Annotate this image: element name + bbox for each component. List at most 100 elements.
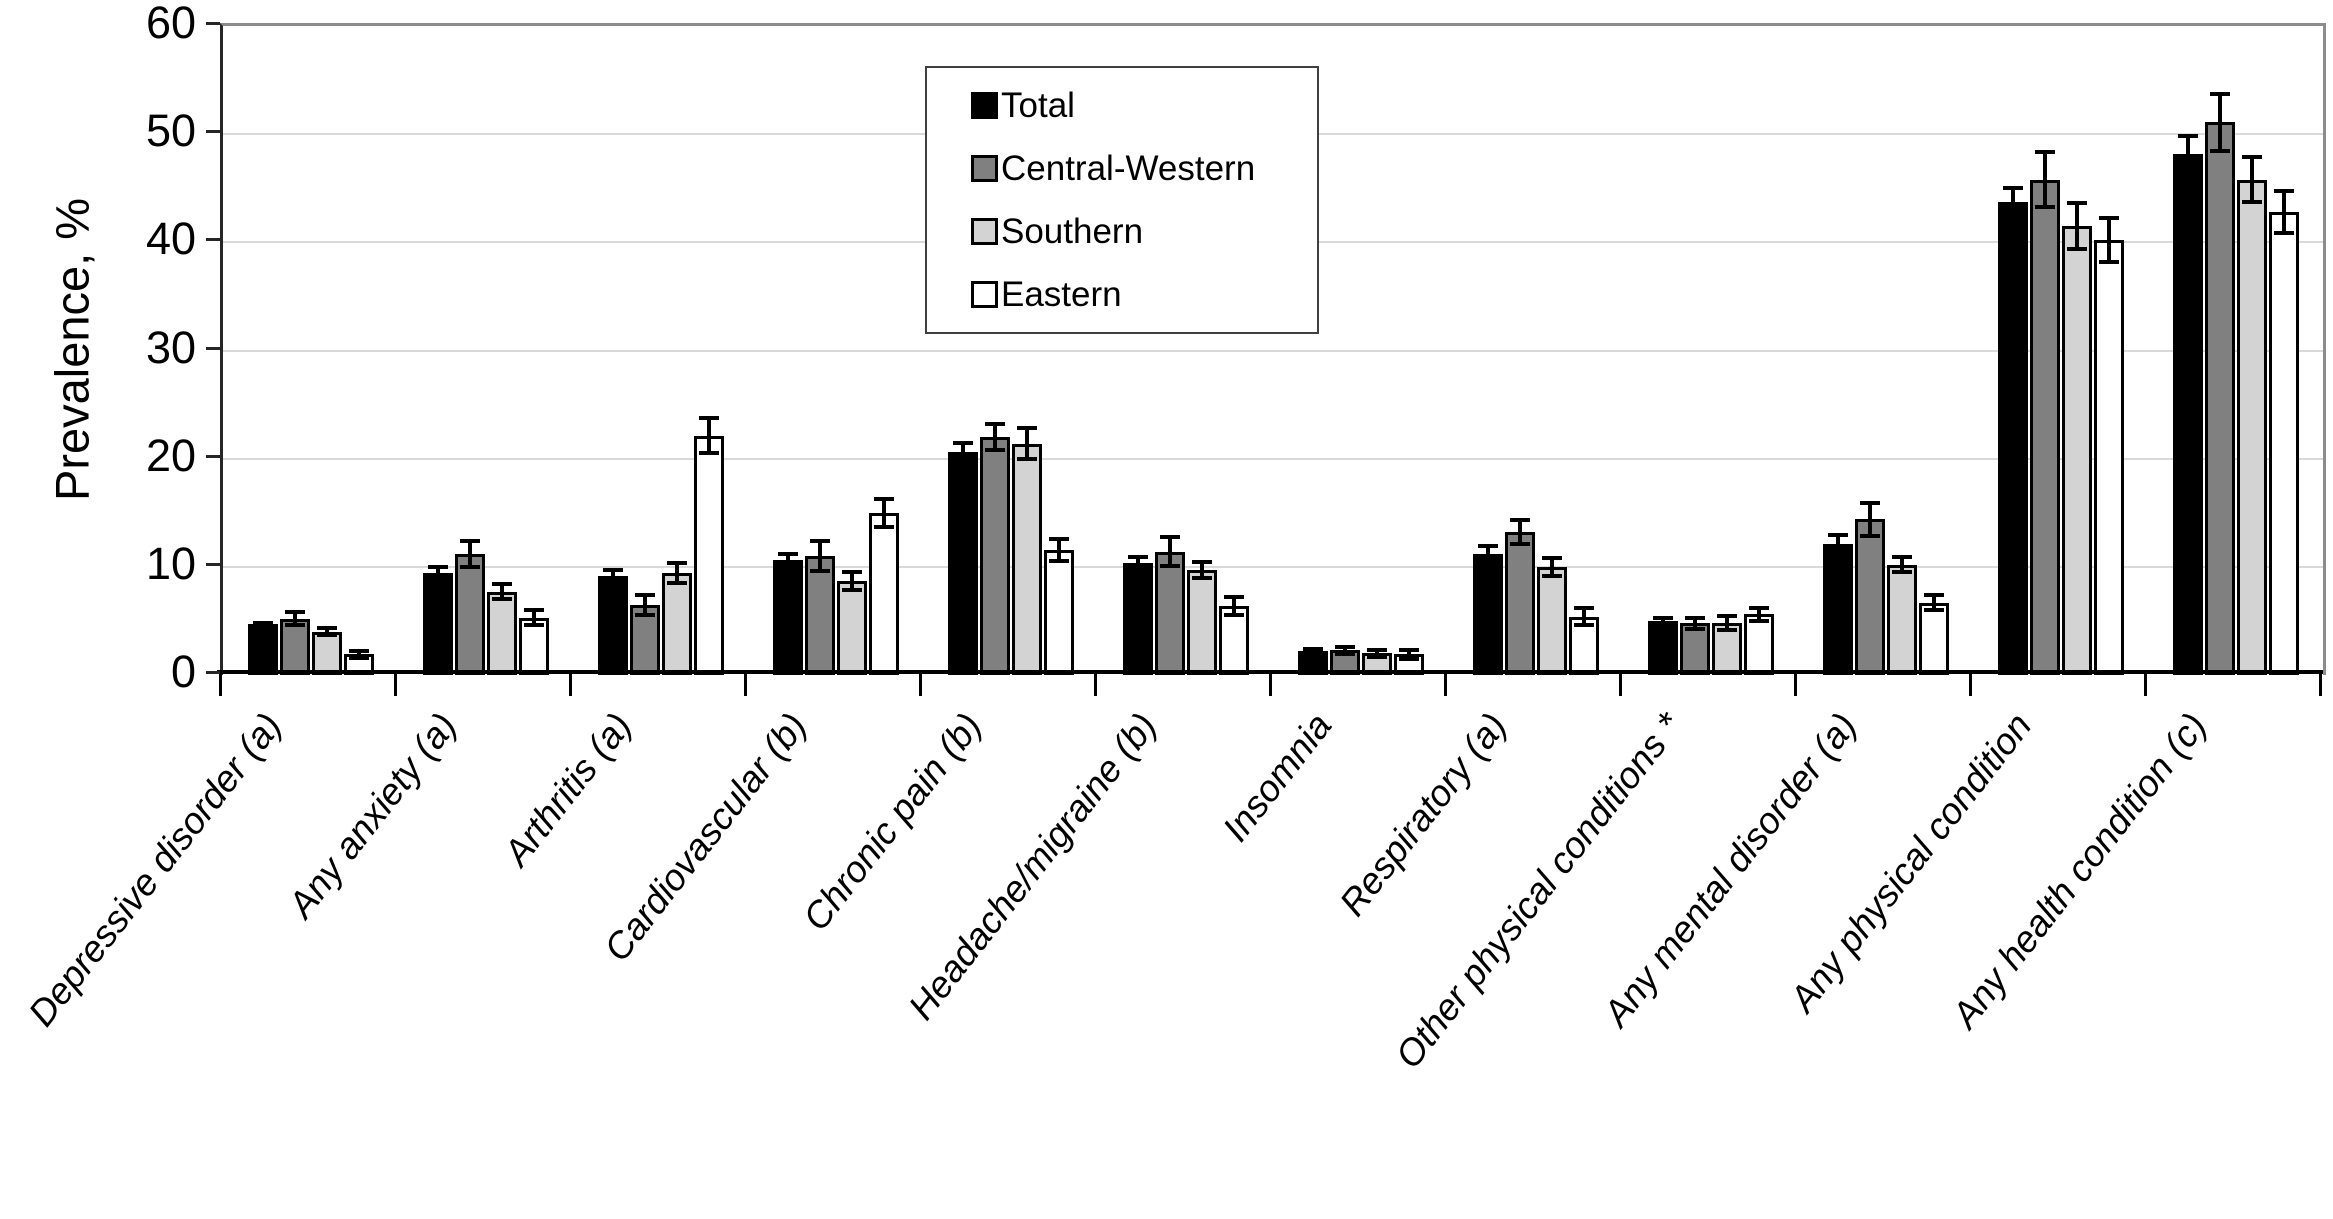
legend-label: Southern: [1001, 211, 1144, 251]
category-label: Insomnia: [1214, 705, 1340, 849]
category-label: Any physical condition: [1781, 705, 2040, 1020]
category-label: Headache/migraine (b): [900, 705, 1165, 1028]
y-tick-mark: [206, 238, 220, 242]
error-bar: [1191, 560, 1212, 580]
error-bar: [1716, 614, 1737, 632]
y-tick-label: 60: [145, 0, 196, 48]
bar-eastern-4: [868, 512, 899, 675]
x-axis-line: [217, 670, 2323, 674]
bar-eastern-12: [2268, 212, 2299, 675]
bar-group: [573, 26, 748, 675]
error-bar: [2209, 92, 2230, 153]
error-bar: [602, 567, 623, 584]
y-tick-label: 50: [145, 105, 196, 157]
error-bar: [1541, 556, 1562, 578]
y-tick-mark: [206, 671, 220, 674]
y-tick-mark: [206, 130, 220, 134]
error-bar: [2098, 216, 2119, 264]
bar-chart-figure: Prevalence, % Total Central-Western Southe…: [20, 0, 2326, 1076]
bar-southern-12: [2236, 179, 2267, 675]
category-label: Chronic pain (b): [794, 705, 990, 939]
bar-eastern-3: [693, 435, 724, 675]
bar-group: [1973, 26, 2148, 675]
category-label: Arthritis (a): [495, 705, 640, 874]
bar-total-9: [1647, 620, 1678, 675]
x-tick-mark: [919, 674, 922, 696]
bar-southern-4: [836, 580, 867, 675]
error-bar: [523, 607, 544, 628]
bar-total-10: [1822, 544, 1853, 675]
x-tick-mark: [1094, 674, 1097, 696]
error-bar: [873, 496, 894, 529]
category-label: Any anxiety (a): [279, 705, 465, 926]
error-bar: [1509, 518, 1530, 547]
error-bar: [1684, 615, 1705, 631]
legend: Total Central-Western Southern Eastern: [925, 66, 1319, 334]
y-tick-label: 0: [170, 646, 196, 697]
error-bar: [2273, 189, 2294, 235]
category-label: Cardiovascular (b): [595, 705, 815, 969]
y-tick-label: 10: [145, 537, 196, 589]
bar-group: [1098, 26, 1273, 675]
error-bar: [2177, 134, 2198, 174]
error-bar: [1652, 615, 1673, 627]
legend-item-total: Total: [971, 86, 1317, 126]
legend-swatch-icon: [971, 155, 998, 182]
error-bar: [1398, 647, 1419, 661]
x-tick-mark: [1619, 674, 1622, 696]
bar-southern-5: [1011, 443, 1042, 675]
error-bar: [1223, 594, 1244, 617]
bar-total-11: [1997, 202, 2028, 675]
bar-southern-1: [311, 631, 342, 675]
bar-group: [1273, 26, 1448, 675]
legend-item-central-western: Central-Western: [971, 149, 1317, 189]
bar-total-1: [247, 624, 278, 675]
bar-total-8: [1472, 553, 1503, 675]
category-label: Any mental disorder (a): [1594, 705, 1865, 1034]
error-bar: [1827, 533, 1848, 555]
gridline: [223, 349, 2323, 352]
bar-total-5: [947, 452, 978, 675]
bar-central-western-6: [1154, 551, 1185, 675]
bar-total-2: [422, 573, 453, 675]
bar-central-western-8: [1504, 532, 1535, 675]
bar-central-western-11: [2029, 179, 2060, 675]
x-tick-mark: [1444, 674, 1447, 696]
bar-southern-9: [1711, 623, 1742, 675]
x-tick-mark: [2319, 674, 2322, 696]
error-bar: [252, 620, 273, 628]
bar-eastern-11: [2093, 240, 2124, 675]
legend-label: Eastern: [1001, 274, 1122, 314]
error-bar: [666, 561, 687, 586]
x-tick-mark: [1794, 674, 1797, 696]
legend-swatch-icon: [971, 281, 998, 308]
error-bar: [2241, 154, 2262, 205]
bar-eastern-5: [1043, 549, 1074, 675]
legend-item-southern: Southern: [971, 212, 1317, 252]
error-bar: [1859, 500, 1880, 538]
error-bar: [1048, 536, 1069, 563]
category-label: Other physical conditions *: [1387, 705, 1690, 1076]
x-tick-mark: [394, 674, 397, 696]
bar-central-western-10: [1854, 519, 1885, 675]
x-tick-mark: [219, 674, 222, 696]
error-bar: [1366, 647, 1387, 659]
bar-total-3: [597, 575, 628, 675]
y-tick-mark: [206, 562, 220, 566]
error-bar: [698, 416, 719, 456]
bar-southern-3: [661, 573, 692, 675]
x-tick-mark: [569, 674, 572, 696]
error-bar: [1891, 554, 1912, 575]
y-tick-mark: [206, 22, 220, 25]
error-bar: [2066, 201, 2087, 251]
bar-total-12: [2172, 153, 2203, 675]
y-tick-mark: [206, 346, 220, 350]
error-bar: [1477, 544, 1498, 564]
gridline: [223, 565, 2323, 568]
error-bar: [1302, 646, 1323, 656]
error-bar: [2002, 186, 2023, 219]
legend-swatch-icon: [971, 92, 998, 119]
bar-group: [223, 26, 398, 675]
error-bar: [809, 538, 830, 574]
y-tick-label: 20: [145, 429, 196, 481]
